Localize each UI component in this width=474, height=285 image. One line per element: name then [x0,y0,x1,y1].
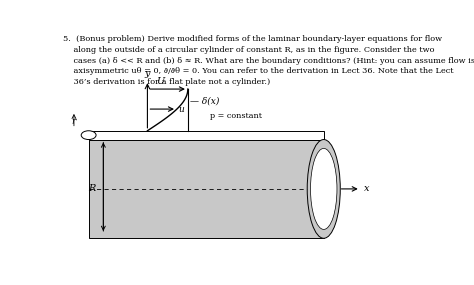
Text: r: r [72,117,76,127]
Ellipse shape [310,148,337,229]
Text: p = constant: p = constant [210,112,262,120]
Ellipse shape [307,140,340,238]
Text: U: U [156,77,164,86]
Ellipse shape [81,131,96,140]
Text: — δ(x): — δ(x) [190,96,219,105]
Text: y: y [145,69,150,78]
Text: x: x [365,184,370,194]
Text: 5.  (Bonus problem) Derive modified forms of the laminar boundary-layer equation: 5. (Bonus problem) Derive modified forms… [63,35,474,86]
Text: u: u [179,105,184,114]
Polygon shape [89,131,324,140]
Polygon shape [89,140,324,238]
Text: R: R [89,184,96,194]
